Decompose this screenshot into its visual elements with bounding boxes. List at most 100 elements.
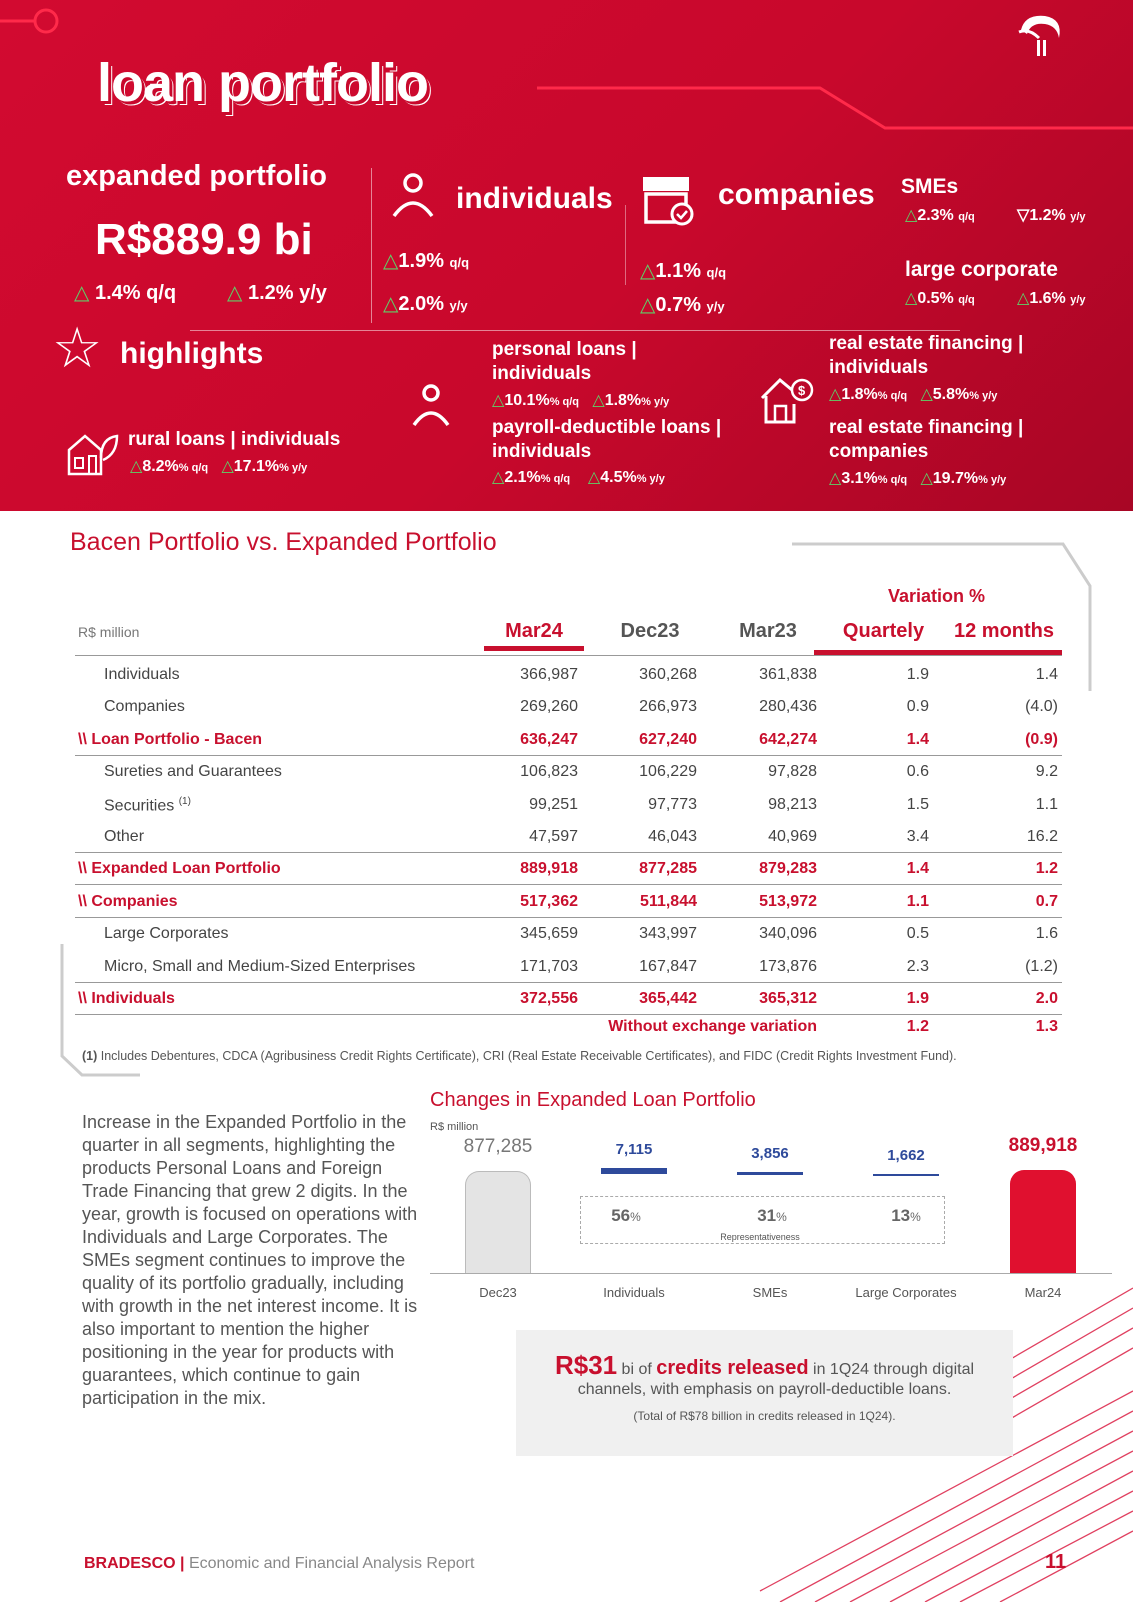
representativeness-box: [580, 1196, 945, 1244]
cell: 889,918: [520, 860, 578, 878]
divider: [190, 330, 960, 331]
col-dec23: Dec23: [620, 620, 680, 642]
personal-deltas: △10.1%% q/q △1.8%% y/y: [492, 392, 670, 409]
bar: [737, 1171, 803, 1175]
page-title: loan portfolio: [97, 53, 429, 113]
representativeness-label: Representativeness: [720, 1232, 800, 1242]
table-title: Bacen Portfolio vs. Expanded Portfolio: [70, 528, 497, 556]
row-label: \\ Individuals: [78, 990, 175, 1007]
cell: 167,847: [639, 957, 697, 975]
real-estate-individuals-label: real estate financing | individuals: [829, 333, 1024, 378]
real-estate-individuals-deltas: △1.8%% q/q △5.8%% y/y: [829, 386, 998, 403]
cell: 97,773: [648, 795, 697, 813]
variation-header: Variation %: [888, 586, 986, 606]
data-label: 7,115: [615, 1141, 653, 1158]
cell: 106,823: [520, 763, 578, 781]
cell: 9.2: [1035, 763, 1058, 781]
cell: 98,213: [768, 795, 817, 813]
individuals-yy: △2.0% y/y: [383, 293, 468, 315]
row-label: \\ Companies: [78, 892, 178, 910]
cell: 3.4: [906, 828, 929, 845]
data-label: 889,918: [1008, 1135, 1078, 1156]
footnote: (1) Includes Debentures, CDCA (Agribusin…: [82, 1049, 957, 1063]
table-row: Sureties and Guarantees 106,823 106,229 97,…: [75, 756, 1062, 788]
analysis-paragraph: Increase in the Expanded Portfolio in th…: [82, 1112, 418, 1408]
cell: 1.4: [1035, 666, 1058, 683]
x-tick-label: Large Corporates: [855, 1285, 957, 1300]
footer: BRADESCO | Economic and Financial Analys…: [84, 1555, 475, 1572]
x-tick-label: Individuals: [603, 1285, 665, 1300]
large-qq: △0.5% q/q: [905, 290, 975, 307]
cell: 46,043: [648, 828, 697, 845]
cell: 171,703: [520, 957, 578, 975]
cell: 636,247: [520, 730, 578, 748]
cell: 879,283: [759, 860, 817, 878]
individuals-label: individuals: [456, 182, 613, 215]
cell: (0.9): [1025, 730, 1058, 748]
divider: [625, 205, 626, 285]
cell: 0.7: [1035, 892, 1058, 910]
bar: [601, 1168, 667, 1174]
rural-house-icon: [67, 434, 119, 476]
decorative-brackets: [60, 542, 1133, 1602]
decorative-lines: [0, 8, 1133, 130]
table-row: Large Corporates 345,659 343,997 340,096 0.5…: [75, 918, 1062, 950]
representativeness-value: 13%: [891, 1206, 921, 1225]
row-label: \\ Expanded Loan Portfolio: [78, 860, 281, 878]
cell: 343,997: [639, 925, 697, 943]
cell: 280,436: [759, 698, 817, 716]
chart-title: Changes in Expanded Loan Portfolio: [430, 1089, 756, 1111]
unit-label: R$ million: [78, 624, 140, 640]
cell: 1.4: [906, 860, 929, 878]
row-label: Other: [104, 828, 145, 845]
cell: 511,844: [640, 892, 697, 910]
real-estate-companies-label: real estate financing | companies: [829, 417, 1024, 462]
table-row: Micro, Small and Medium-Sized Enterprise…: [75, 951, 1062, 983]
down-triangle-icon: ▽: [1017, 207, 1030, 224]
companies-qq: △1.1% q/q: [640, 260, 727, 282]
divider: [371, 168, 372, 323]
cell: 40,969: [768, 828, 817, 845]
without-exchange-row: Without exchange variation 1.2 1.3: [608, 1018, 1058, 1035]
data-label: 1,662: [887, 1147, 925, 1165]
rural-deltas: △8.2%% q/q △17.1%% y/y: [130, 458, 308, 475]
cell: 2.0: [1035, 990, 1058, 1007]
credits-callout: R$31 bi of credits released in 1Q24 thro…: [516, 1330, 1013, 1456]
store-icon: [643, 177, 694, 226]
header-banner: loan portfolio expanded portfolio R$889.…: [0, 0, 1133, 511]
individuals-qq: △1.9% q/q: [383, 250, 470, 272]
x-tick-label: Mar24: [1024, 1285, 1062, 1300]
companies-yy: △0.7% y/y: [640, 294, 725, 316]
table-row: Companies 269,260 266,973 280,436 0.9 (4.0): [75, 691, 1062, 723]
cell: 99,251: [529, 795, 578, 813]
row-label: Securities (1): [104, 795, 191, 814]
chart-unit: R$ million: [430, 1121, 479, 1133]
house-dollar-icon: $: [760, 377, 814, 424]
payroll-deltas: △2.1%% q/q △4.5%% y/y: [492, 469, 665, 486]
variation-underline: [814, 619, 1062, 655]
cell: 372,556: [520, 990, 578, 1007]
cell: 1.5: [906, 795, 929, 813]
cell: 1.1: [906, 892, 929, 910]
row-label: Companies: [104, 698, 185, 716]
row-label: Individuals: [104, 666, 180, 683]
large-corporate-label: large corporate: [905, 258, 1058, 281]
cell: 47,597: [529, 828, 578, 845]
representativeness-value: 56%: [611, 1206, 641, 1225]
divider: [75, 655, 1062, 656]
cell: 360,268: [639, 666, 697, 683]
col-12months: 12 months: [953, 620, 1055, 642]
cell: 366,987: [520, 666, 578, 683]
cell: 1.9: [906, 990, 929, 1007]
x-tick-label: SMEs: [752, 1285, 788, 1300]
cell: 16.2: [1026, 828, 1058, 845]
table-row: Individuals 366,987 360,268 361,838 1.9 1.4: [75, 659, 1062, 691]
table-row: \\ Loan Portfolio - Bacen 636,247 627,240 6…: [75, 724, 1062, 756]
representativeness-value: 31%: [757, 1206, 787, 1225]
smes-label: SMEs: [901, 175, 959, 198]
cell: 173,876: [759, 957, 817, 975]
svg-text:$: $: [798, 383, 806, 398]
cell: 1.6: [1035, 925, 1058, 943]
table-row: \\ Individuals 372,556 365,442 365,312 1.9 2.…: [75, 983, 1062, 1015]
cell: (1.2): [1025, 957, 1058, 975]
